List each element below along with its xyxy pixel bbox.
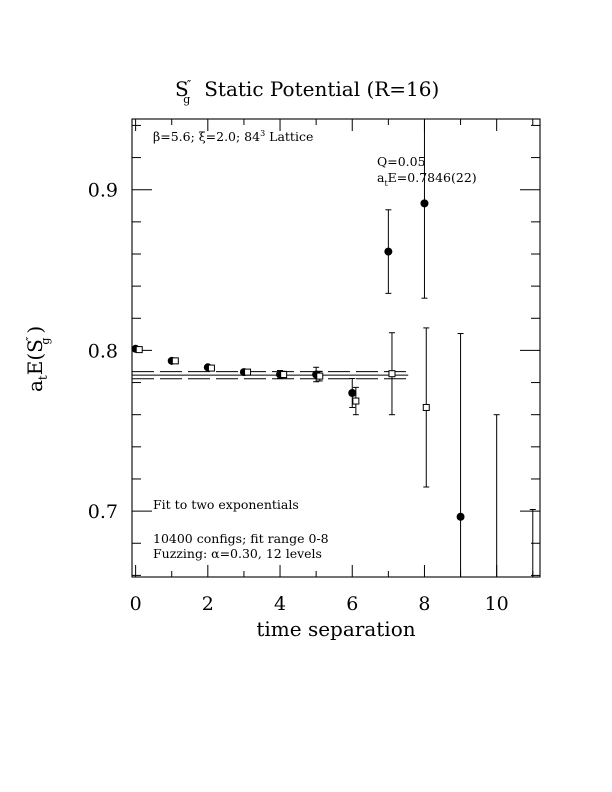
data-point-square [135, 346, 143, 354]
data-point-square [280, 371, 288, 379]
data-point-square [207, 364, 215, 372]
x-tick-label: 0 [130, 593, 142, 615]
fuzzing-annotation: Fuzzing: α=0.30, 12 levels [153, 546, 322, 561]
fit-energy-annotation: atE=0.7846(22) [377, 170, 477, 188]
data-point-square [352, 397, 360, 405]
chart-title: S″ g Static Potential (R=16) [175, 77, 439, 106]
data-point-circle [456, 512, 465, 521]
y-tick-label: 0.9 [88, 180, 118, 202]
x-tick-label: 4 [274, 593, 286, 615]
q-value-annotation: Q=0.05 [377, 154, 426, 169]
configs-annotation: 10400 configs; fit range 0-8 [153, 531, 329, 546]
fit-band [132, 371, 409, 380]
y-axis-label: atE(S″g) [23, 326, 52, 392]
data-point-circle [384, 247, 393, 256]
x-tick-label: 2 [202, 593, 214, 615]
data-point-square [244, 368, 252, 376]
data-point-square [422, 403, 430, 411]
lattice-annotation: β=5.6; ξ=2.0; 843 Lattice [153, 129, 313, 144]
x-tick-label: 8 [418, 593, 430, 615]
y-tick-label: 0.8 [88, 340, 118, 362]
x-tick-label: 10 [485, 593, 509, 615]
x-tick-label: 6 [346, 593, 358, 615]
y-tick-labels: 0.7 0.8 0.9 [88, 180, 118, 523]
data-point-circle [348, 388, 357, 397]
data-marks [131, 119, 536, 577]
fit-type-annotation: Fit to two exponentials [153, 497, 299, 512]
data-point-square [316, 372, 324, 380]
y-tick-label: 0.7 [88, 501, 118, 523]
data-point-square [171, 357, 179, 365]
x-axis-label: time separation [256, 617, 415, 641]
axis-ticks [132, 119, 540, 577]
data-point-circle [420, 199, 429, 208]
data-point-square [388, 370, 396, 378]
x-tick-labels: 0 2 4 6 8 10 [130, 593, 509, 615]
